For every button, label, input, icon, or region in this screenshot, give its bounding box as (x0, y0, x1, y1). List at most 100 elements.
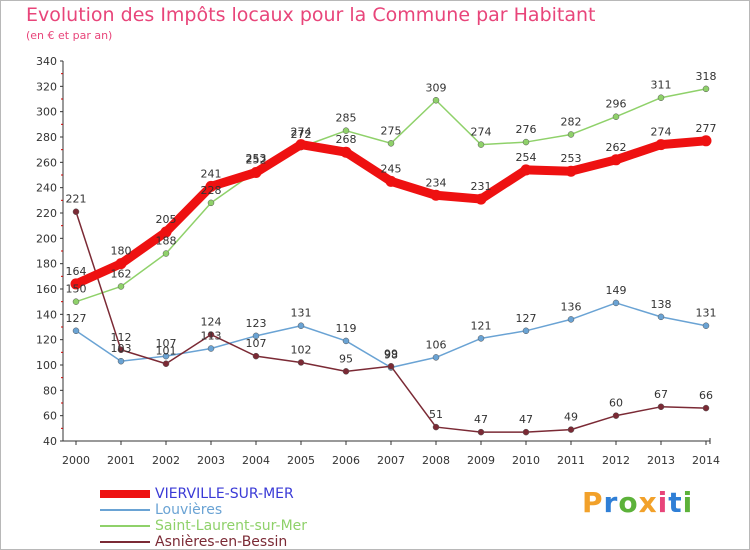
data-point-saint-laurent-sur-mer (477, 141, 485, 148)
data-point-asni-res-en-bessin (387, 363, 395, 370)
x-tick-label: 2008 (422, 454, 450, 467)
data-point-louvi-res (252, 332, 260, 340)
data-label-asni-res-en-bessin: 66 (699, 389, 713, 402)
data-label-asni-res-en-bessin: 49 (564, 411, 578, 424)
y-tick-label: 180 (36, 258, 57, 271)
x-tick-label: 2012 (602, 454, 630, 467)
data-point-louvi-res (72, 327, 80, 335)
logo-letter: x (638, 486, 658, 519)
data-point-vierville-sur-mer (70, 278, 82, 290)
y-tick-label: 260 (36, 156, 57, 169)
data-point-saint-laurent-sur-mer (567, 131, 575, 138)
series-layer (70, 85, 712, 436)
data-label-asni-res-en-bessin: 47 (474, 413, 488, 426)
y-tick-label: 340 (36, 55, 57, 68)
data-label-saint-laurent-sur-mer: 309 (426, 81, 447, 94)
data-point-vierville-sur-mer (700, 135, 712, 147)
data-label-louvi-res: 121 (471, 319, 492, 332)
y-tick-label: 320 (36, 80, 57, 93)
chart-subtitle: (en € et par an) (26, 29, 113, 42)
legend-swatch (100, 541, 150, 543)
chart-axes: 40 60 80 100 120 140 160 180 200 220 240 260 280 300 3… (36, 55, 720, 467)
data-point-louvi-res (432, 354, 440, 361)
legend-label: Saint-Laurent-sur-Mer (155, 518, 308, 534)
chart-title: Evolution des Impôts locaux pour la Comm… (26, 4, 596, 26)
data-point-louvi-res (522, 327, 530, 335)
data-label-vierville-sur-mer: 241 (201, 167, 222, 180)
data-label-louvi-res: 127 (516, 312, 537, 325)
data-label-asni-res-en-bessin: 107 (246, 337, 267, 350)
data-point-vierville-sur-mer (115, 258, 127, 270)
data-label-saint-laurent-sur-mer: 282 (561, 115, 582, 128)
data-point-asni-res-en-bessin (612, 412, 620, 419)
data-point-asni-res-en-bessin (342, 368, 350, 375)
data-label-louvi-res: 149 (606, 284, 627, 297)
legend-swatch (100, 509, 150, 511)
data-label-louvi-res: 106 (426, 338, 447, 351)
x-tick-label: 2009 (467, 454, 495, 467)
data-label-louvi-res: 107 (156, 337, 177, 350)
data-label-saint-laurent-sur-mer: 272 (291, 128, 312, 141)
data-point-vierville-sur-mer (205, 180, 217, 192)
data-label-louvi-res: 138 (651, 298, 672, 311)
data-point-vierville-sur-mer (160, 226, 172, 238)
x-tick-label: 2000 (62, 454, 90, 467)
data-label-asni-res-en-bessin: 221 (66, 193, 87, 206)
y-tick-label: 60 (43, 410, 57, 423)
data-point-asni-res-en-bessin (297, 359, 305, 366)
data-label-vierville-sur-mer: 180 (111, 245, 132, 258)
data-point-asni-res-en-bessin (432, 423, 440, 431)
data-point-asni-res-en-bessin (117, 346, 125, 354)
y-tick-label: 160 (36, 283, 57, 296)
data-label-asni-res-en-bessin: 47 (519, 413, 533, 426)
data-label-asni-res-en-bessin: 124 (201, 316, 222, 329)
data-point-saint-laurent-sur-mer (162, 250, 170, 257)
data-label-asni-res-en-bessin: 67 (654, 388, 668, 401)
data-point-louvi-res (702, 322, 710, 329)
data-label-louvi-res: 127 (66, 312, 87, 325)
data-label-saint-laurent-sur-mer: 162 (111, 267, 132, 280)
data-point-saint-laurent-sur-mer (387, 140, 395, 147)
data-point-saint-laurent-sur-mer (522, 138, 530, 146)
y-tick-label: 280 (36, 131, 57, 144)
data-point-louvi-res (657, 313, 665, 321)
data-label-louvi-res: 136 (561, 300, 582, 313)
legend-swatch (100, 490, 150, 498)
logo-letter: i (657, 486, 669, 519)
legend-swatch (100, 525, 150, 527)
data-label-vierville-sur-mer: 254 (516, 151, 537, 164)
data-label-saint-laurent-sur-mer: 296 (606, 98, 627, 111)
data-label-saint-laurent-sur-mer: 150 (66, 283, 87, 296)
data-point-asni-res-en-bessin (702, 404, 710, 412)
data-label-saint-laurent-sur-mer: 275 (381, 124, 402, 137)
y-tick-label: 80 (43, 384, 57, 397)
data-label-vierville-sur-mer: 262 (606, 141, 627, 154)
data-point-louvi-res (342, 337, 350, 345)
data-point-saint-laurent-sur-mer (432, 97, 440, 104)
data-label-asni-res-en-bessin: 101 (156, 345, 177, 358)
data-label-saint-laurent-sur-mer: 188 (156, 235, 177, 248)
data-label-vierville-sur-mer: 245 (381, 162, 402, 175)
data-point-vierville-sur-mer (430, 189, 442, 201)
data-label-vierville-sur-mer: 252 (246, 153, 267, 166)
data-label-asni-res-en-bessin: 102 (291, 343, 312, 356)
data-point-vierville-sur-mer (340, 146, 352, 158)
x-tick-label: 2011 (557, 454, 585, 467)
data-point-saint-laurent-sur-mer (612, 113, 620, 120)
data-point-vierville-sur-mer (565, 165, 577, 177)
data-label-vierville-sur-mer: 164 (66, 265, 87, 278)
logo-letter: t (668, 486, 683, 519)
data-point-asni-res-en-bessin (657, 403, 665, 411)
logo-letter: r (603, 486, 619, 519)
data-point-asni-res-en-bessin (162, 360, 170, 367)
x-tick-label: 2006 (332, 454, 360, 467)
data-point-vierville-sur-mer (610, 154, 622, 166)
data-label-asni-res-en-bessin: 51 (429, 408, 443, 421)
x-tick-label: 2004 (242, 454, 270, 467)
data-label-saint-laurent-sur-mer: 253 (246, 152, 267, 165)
data-label-asni-res-en-bessin: 60 (609, 397, 623, 410)
data-point-vierville-sur-mer (520, 164, 532, 176)
data-point-asni-res-en-bessin (477, 428, 485, 436)
data-label-vierville-sur-mer: 277 (696, 122, 717, 135)
